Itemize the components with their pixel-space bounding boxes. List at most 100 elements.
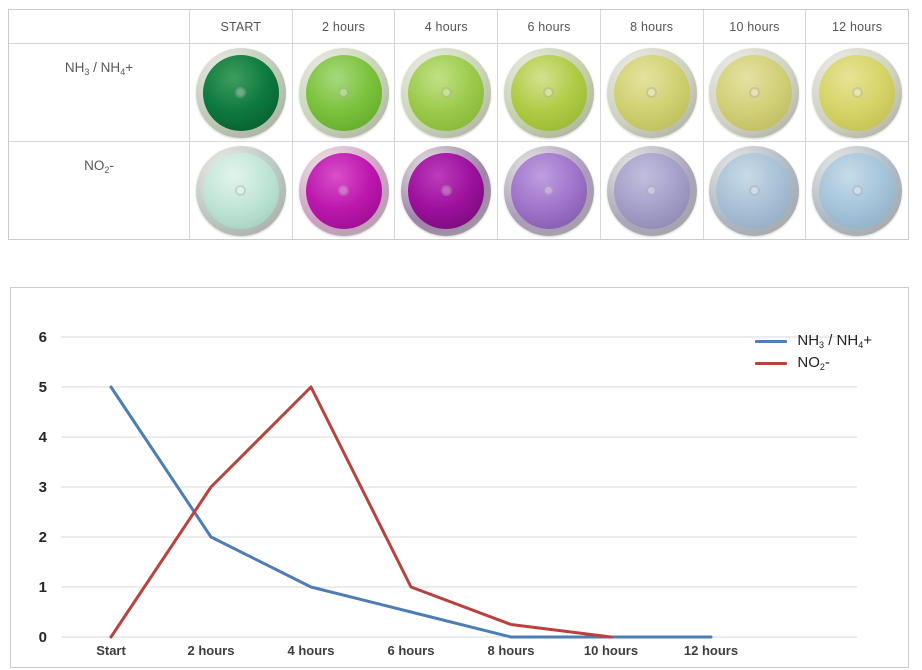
dish-liquid: [819, 54, 896, 131]
dish-center-dot: [235, 87, 247, 98]
dish-liquid: [510, 152, 587, 229]
label-text: -: [824, 354, 830, 371]
dish-cell-nh3-nh4-1: [291, 43, 395, 141]
x-tick-label-4: 8 hours: [488, 643, 535, 658]
label-text: +: [863, 332, 872, 349]
dish-center-dot: [748, 185, 760, 196]
subscript-text: 2: [104, 165, 110, 175]
x-tick-label-0: Start: [96, 643, 126, 658]
dish-cell-nh3-nh4-5: [702, 43, 806, 141]
legend-label: NO2-: [797, 354, 830, 372]
row-label-text: NO2-: [84, 158, 114, 175]
dish-cell-nh3-nh4-3: [497, 43, 600, 141]
table-header-cell-4: 6 hours: [497, 10, 600, 43]
y-tick-label: 5: [39, 379, 47, 396]
sample-dish-no2-2: [401, 145, 492, 236]
y-tick-label: 1: [39, 579, 47, 596]
dish-liquid: [613, 152, 690, 229]
dish-center-dot: [338, 185, 350, 196]
legend-label: NH3 / NH4+: [797, 332, 872, 350]
table-header-label: 2 hours: [322, 19, 366, 34]
y-tick-label: 0: [39, 629, 47, 646]
sample-dish-nh3-nh4-3: [503, 47, 594, 138]
sample-dish-nh3-nh4-4: [606, 47, 697, 138]
sample-dish-no2-6: [812, 145, 903, 236]
dish-cell-nh3-nh4-4: [599, 43, 703, 141]
sample-dish-no2-4: [606, 145, 697, 236]
x-axis-labels: Start 2 hours 4 hours 6 hours 8 hours 10 hour…: [96, 643, 738, 658]
table-header-cell-5: 8 hours: [599, 10, 703, 43]
dish-liquid: [613, 54, 690, 131]
legend-line-swatch: [755, 361, 788, 365]
dish-center-dot: [440, 185, 452, 196]
table-header-label: START: [220, 19, 262, 34]
dish-cell-no2-5: [702, 141, 806, 239]
dish-cell-no2-4: [599, 141, 703, 239]
sample-dish-no2-5: [709, 145, 800, 236]
dish-cell-no2-0: [189, 141, 292, 239]
y-tick-label: 6: [39, 329, 47, 346]
sample-dish-nh3-nh4-0: [195, 47, 286, 138]
gridlines: [61, 336, 857, 638]
sample-dish-no2-0: [195, 145, 286, 236]
dish-cell-no2-3: [497, 141, 600, 239]
label-text: -: [109, 158, 114, 173]
dish-liquid: [202, 54, 279, 131]
dish-cell-nh3-nh4-0: [189, 43, 292, 141]
x-tick-label-5: 10 hours: [584, 643, 638, 658]
x-tick-label-1: 2 hours: [188, 643, 235, 658]
label-text: / NH: [824, 332, 859, 349]
legend-item-0: NH3 / NH4+: [755, 332, 872, 350]
subscript-text: 2: [819, 362, 825, 372]
sample-dish-no2-1: [298, 145, 389, 236]
sample-dish-nh3-nh4-2: [401, 47, 492, 138]
row-label-no2: NO2-: [9, 141, 189, 239]
y-tick-label: 4: [39, 429, 48, 446]
series-line-1: [109, 385, 613, 639]
legend-line-swatch: [755, 339, 788, 343]
table-header-cell-3: 4 hours: [394, 10, 498, 43]
dish-center-dot: [748, 87, 760, 98]
legend-item-1: NO2-: [755, 354, 872, 372]
dish-liquid: [408, 54, 485, 131]
y-axis-labels: 6 5 4 3 2 1 0: [39, 329, 48, 646]
x-tick-label-3: 6 hours: [388, 643, 435, 658]
table-corner-cell: [9, 10, 189, 43]
dish-center-dot: [646, 87, 658, 98]
dish-center-dot: [235, 185, 247, 196]
table-header-cell-1: START: [189, 10, 292, 43]
table-header-label: 8 hours: [630, 19, 674, 34]
dish-liquid: [305, 54, 382, 131]
dish-cell-no2-1: [291, 141, 395, 239]
dish-cell-no2-2: [394, 141, 498, 239]
label-text: +: [125, 60, 134, 75]
chart-legend: NH3 / NH4+ NO2-: [755, 332, 872, 372]
dish-liquid: [408, 152, 485, 229]
table-header-label: 10 hours: [729, 19, 780, 34]
dish-cell-nh3-nh4-2: [394, 43, 498, 141]
dish-center-dot: [543, 185, 555, 196]
dish-center-dot: [440, 87, 452, 98]
subscript-text: 4: [120, 67, 126, 77]
sample-dish-no2-3: [503, 145, 594, 236]
y-tick-label: 2: [39, 529, 47, 546]
series-line-0: [109, 385, 713, 639]
table-header-cell-6: 10 hours: [702, 10, 806, 43]
dish-liquid: [716, 152, 793, 229]
sample-dish-nh3-nh4-5: [709, 47, 800, 138]
y-tick-label: 3: [39, 479, 47, 496]
dish-liquid: [510, 54, 587, 131]
x-tick-label-6: 12 hours: [684, 643, 738, 658]
table-header-label: 4 hours: [424, 19, 468, 34]
dish-center-dot: [646, 185, 658, 196]
dish-center-dot: [851, 185, 863, 196]
dish-liquid: [202, 152, 279, 229]
sample-dish-nh3-nh4-6: [812, 47, 903, 138]
subscript-text: 3: [84, 67, 90, 77]
sample-dish-nh3-nh4-1: [298, 47, 389, 138]
label-text: NH: [64, 60, 85, 75]
table-header-cell-2: 2 hours: [291, 10, 395, 43]
dish-liquid: [819, 152, 896, 229]
label-text: / NH: [89, 60, 121, 75]
table-header-cell-7: 12 hours: [805, 10, 908, 43]
